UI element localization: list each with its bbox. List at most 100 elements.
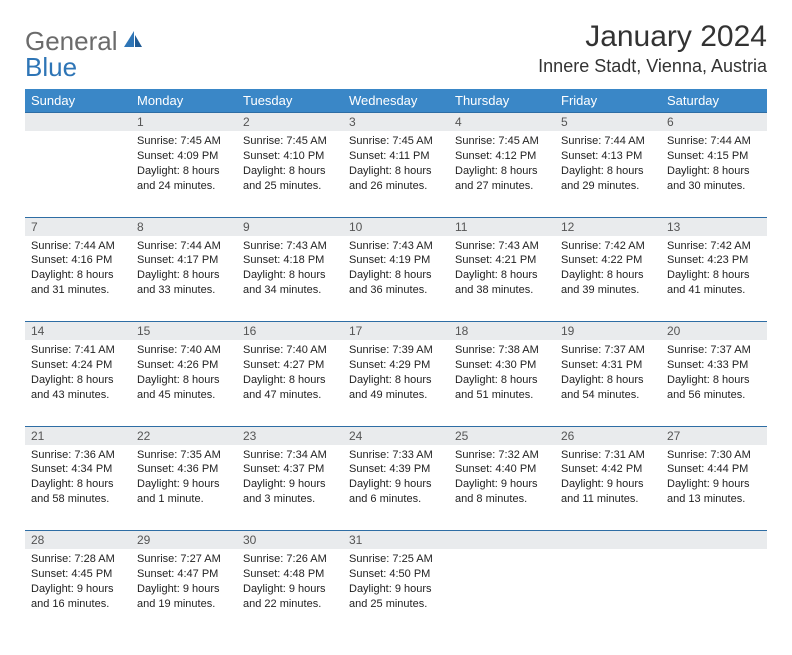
day-content-cell: Sunrise: 7:40 AMSunset: 4:27 PMDaylight:… xyxy=(237,340,343,426)
daylight-text-1: Daylight: 9 hours xyxy=(561,477,655,492)
day-content-row: Sunrise: 7:45 AM Sunset: 4:09 PM Daylight:… xyxy=(25,131,767,217)
sunset-text: Sunset: 4:39 PM xyxy=(349,462,443,477)
day-content-cell: Sunrise: 7:41 AMSunset: 4:24 PMDaylight:… xyxy=(25,340,131,426)
day-number-cell: 19 xyxy=(555,322,661,341)
day-number-cell: 14 xyxy=(25,322,131,341)
sunset-text: Sunset: 4:37 PM xyxy=(243,462,337,477)
daylight-text-1: Daylight: 8 hours xyxy=(349,268,443,283)
day-content-cell: Sunrise: 7:44 AMSunset: 4:16 PMDaylight:… xyxy=(25,236,131,322)
sunrise-text: Sunrise: 7:44 AM xyxy=(31,239,125,254)
day-number-cell: 20 xyxy=(661,322,767,341)
daylight-text-1: Daylight: 8 hours xyxy=(667,164,761,179)
day-number-cell: 9 xyxy=(237,217,343,236)
weekday-header: Tuesday xyxy=(237,89,343,113)
day-number-cell xyxy=(661,531,767,550)
daylight-text-1: Daylight: 8 hours xyxy=(667,268,761,283)
daylight-text-2: and 8 minutes. xyxy=(455,492,549,507)
sunset-text: Sunset: 4:23 PM xyxy=(667,253,761,268)
day-number-cell: 30 xyxy=(237,531,343,550)
day-number-cell: 5 xyxy=(555,113,661,132)
weekday-header: Saturday xyxy=(661,89,767,113)
day-number-cell xyxy=(25,113,131,132)
day-content-cell xyxy=(661,549,767,635)
sunrise-text: Sunrise: 7:42 AM xyxy=(561,239,655,254)
day-content-cell: Sunrise: 7:36 AMSunset: 4:34 PMDaylight:… xyxy=(25,445,131,531)
daylight-text-1: Daylight: 8 hours xyxy=(243,268,337,283)
sunrise-text: Sunrise: 7:44 AM xyxy=(667,134,761,149)
day-content-cell: Sunrise: 7:42 AMSunset: 4:23 PMDaylight:… xyxy=(661,236,767,322)
sunset-text: Sunset: 4:50 PM xyxy=(349,567,443,582)
day-number-cell: 26 xyxy=(555,426,661,445)
calendar-page: General January 2024 Innere Stadt, Vienn… xyxy=(0,0,792,655)
day-number-cell: 24 xyxy=(343,426,449,445)
daylight-text-2: and 29 minutes. xyxy=(561,179,655,194)
day-number-cell xyxy=(449,531,555,550)
daylight-text-2: and 24 minutes. xyxy=(137,179,231,194)
location-text: Innere Stadt, Vienna, Austria xyxy=(538,56,767,77)
sunrise-text: Sunrise: 7:41 AM xyxy=(31,343,125,358)
day-number-cell: 1 xyxy=(131,113,237,132)
sunset-text: Sunset: 4:47 PM xyxy=(137,567,231,582)
daylight-text-1: Daylight: 8 hours xyxy=(243,373,337,388)
sunset-text: Sunset: 4:09 PM xyxy=(137,149,231,164)
day-content-cell: Sunrise: 7:34 AMSunset: 4:37 PMDaylight:… xyxy=(237,445,343,531)
day-number-row: 78910111213 xyxy=(25,217,767,236)
day-content-cell: Sunrise: 7:43 AMSunset: 4:21 PMDaylight:… xyxy=(449,236,555,322)
sunset-text: Sunset: 4:16 PM xyxy=(31,253,125,268)
day-number-cell: 25 xyxy=(449,426,555,445)
sunrise-text: Sunrise: 7:45 AM xyxy=(243,134,337,149)
calendar-table: SundayMondayTuesdayWednesdayThursdayFrid… xyxy=(25,89,767,635)
sunrise-text: Sunrise: 7:28 AM xyxy=(31,552,125,567)
sunset-text: Sunset: 4:31 PM xyxy=(561,358,655,373)
daylight-text-2: and 19 minutes. xyxy=(137,597,231,612)
sunrise-text: Sunrise: 7:44 AM xyxy=(561,134,655,149)
day-content-cell: Sunrise: 7:45 AMSunset: 4:12 PMDaylight:… xyxy=(449,131,555,217)
daylight-text-1: Daylight: 9 hours xyxy=(349,477,443,492)
day-number-cell: 7 xyxy=(25,217,131,236)
daylight-text-2: and 41 minutes. xyxy=(667,283,761,298)
day-number-cell: 28 xyxy=(25,531,131,550)
daylight-text-2: and 36 minutes. xyxy=(349,283,443,298)
daylight-text-2: and 31 minutes. xyxy=(31,283,125,298)
month-title: January 2024 xyxy=(538,20,767,54)
logo-blue-row: Blue xyxy=(25,46,77,83)
logo-text-blue: Blue xyxy=(25,52,77,83)
daylight-text-2: and 26 minutes. xyxy=(349,179,443,194)
day-number-cell: 12 xyxy=(555,217,661,236)
daylight-text-2: and 39 minutes. xyxy=(561,283,655,298)
day-content-cell: Sunrise: 7:33 AMSunset: 4:39 PMDaylight:… xyxy=(343,445,449,531)
day-number-cell: 11 xyxy=(449,217,555,236)
sunset-text: Sunset: 4:44 PM xyxy=(667,462,761,477)
daylight-text-2: and 54 minutes. xyxy=(561,388,655,403)
sunset-text: Sunset: 4:19 PM xyxy=(349,253,443,268)
daylight-text-1: Daylight: 8 hours xyxy=(31,373,125,388)
weekday-header: Thursday xyxy=(449,89,555,113)
day-content-row: Sunrise: 7:44 AMSunset: 4:16 PM Daylight:… xyxy=(25,236,767,322)
day-content-cell: Sunrise: 7:43 AMSunset: 4:18 PMDaylight:… xyxy=(237,236,343,322)
daylight-text-1: Daylight: 8 hours xyxy=(667,373,761,388)
day-number-row: 14151617181920 xyxy=(25,322,767,341)
sunset-text: Sunset: 4:10 PM xyxy=(243,149,337,164)
day-number-cell: 13 xyxy=(661,217,767,236)
daylight-text-1: Daylight: 8 hours xyxy=(349,373,443,388)
weekday-header: Wednesday xyxy=(343,89,449,113)
sunset-text: Sunset: 4:40 PM xyxy=(455,462,549,477)
day-content-cell: Sunrise: 7:37 AMSunset: 4:33 PMDaylight:… xyxy=(661,340,767,426)
daylight-text-2: and 56 minutes. xyxy=(667,388,761,403)
day-content-cell xyxy=(449,549,555,635)
daylight-text-2: and 6 minutes. xyxy=(349,492,443,507)
daylight-text-2: and 16 minutes. xyxy=(31,597,125,612)
daylight-text-1: Daylight: 8 hours xyxy=(31,477,125,492)
sunrise-text: Sunrise: 7:33 AM xyxy=(349,448,443,463)
sunset-text: Sunset: 4:12 PM xyxy=(455,149,549,164)
day-content-cell: Sunrise: 7:40 AMSunset: 4:26 PMDaylight:… xyxy=(131,340,237,426)
day-content-row: Sunrise: 7:36 AMSunset: 4:34 PMDaylight:… xyxy=(25,445,767,531)
daylight-text-2: and 25 minutes. xyxy=(243,179,337,194)
day-number-cell: 3 xyxy=(343,113,449,132)
sunrise-text: Sunrise: 7:45 AM xyxy=(455,134,549,149)
day-number-cell: 15 xyxy=(131,322,237,341)
daylight-text-2: and 25 minutes. xyxy=(349,597,443,612)
day-number-row: 28293031 xyxy=(25,531,767,550)
day-content-cell: Sunrise: 7:45 AMSunset: 4:11 PMDaylight:… xyxy=(343,131,449,217)
sunset-text: Sunset: 4:15 PM xyxy=(667,149,761,164)
